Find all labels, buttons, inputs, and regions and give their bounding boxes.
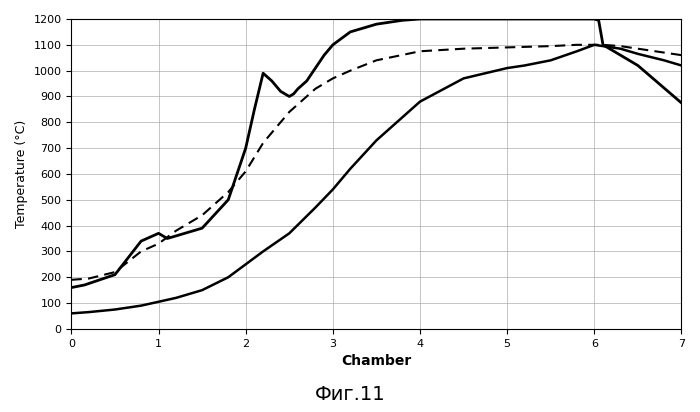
X-axis label: Chamber: Chamber (342, 354, 412, 368)
Y-axis label: Temperature (°C): Temperature (°C) (15, 120, 28, 228)
Text: Фиг.11: Фиг.11 (315, 385, 385, 404)
